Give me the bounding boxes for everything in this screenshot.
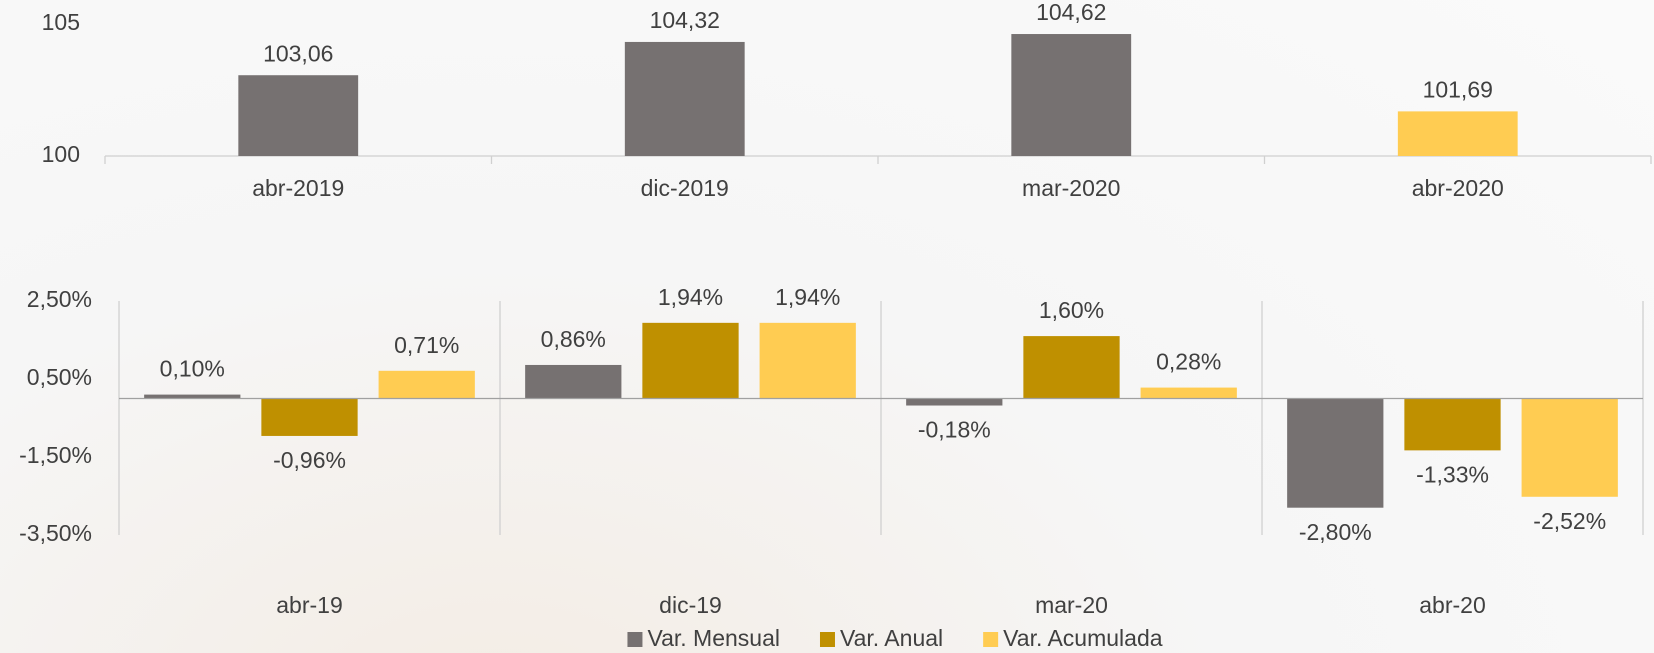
legend-label: Var. Anual (840, 625, 943, 651)
data-label: 1,94% (658, 284, 723, 310)
data-label: -1,33% (1416, 461, 1489, 487)
x-tick-label: dic-19 (659, 592, 722, 618)
bar (525, 364, 622, 399)
bar (624, 41, 745, 157)
data-label: 0,86% (541, 326, 606, 352)
x-tick-label: abr-2019 (252, 175, 344, 201)
y-tick-label: 105 (42, 9, 80, 35)
bar (1023, 336, 1120, 399)
bar (759, 322, 856, 399)
y-tick-label: 0,50% (27, 364, 92, 390)
data-label: 104,32 (650, 7, 720, 33)
legend-swatch (983, 632, 999, 647)
data-label: 1,60% (1039, 297, 1104, 323)
x-tick-label: mar-2020 (1022, 175, 1120, 201)
bar (238, 75, 359, 156)
y-tick-label: 100 (42, 141, 80, 167)
bar (144, 394, 241, 399)
bar (1011, 34, 1132, 157)
data-label: -2,80% (1299, 519, 1372, 545)
legend-swatch (819, 632, 835, 647)
data-label: 104,62 (1036, 0, 1106, 25)
data-label: -0,18% (918, 417, 991, 443)
bar (906, 398, 1003, 406)
data-label: -0,96% (273, 447, 346, 473)
data-label: 101,69 (1423, 76, 1493, 102)
legend-swatch (627, 632, 643, 647)
x-tick-label: abr-20 (1419, 592, 1485, 618)
x-tick-label: abr-19 (276, 592, 342, 618)
data-label: -2,52% (1533, 508, 1606, 534)
y-tick-label: -3,50% (19, 520, 92, 546)
bar (261, 398, 358, 436)
data-label: 0,10% (160, 356, 225, 382)
data-label: 0,71% (394, 332, 459, 358)
y-tick-label: 2,50% (27, 286, 92, 312)
bar (378, 370, 475, 399)
legend-label: Var. Mensual (647, 625, 780, 651)
bar (642, 322, 739, 399)
data-label: 103,06 (263, 40, 333, 66)
bar (1521, 398, 1618, 497)
x-tick-label: mar-20 (1035, 592, 1108, 618)
y-tick-label: -1,50% (19, 442, 92, 468)
bar (1404, 398, 1501, 451)
data-label: 0,28% (1156, 349, 1221, 375)
x-tick-label: dic-2019 (641, 175, 729, 201)
bar (1287, 398, 1384, 508)
data-label: 1,94% (775, 284, 840, 310)
bar (1140, 387, 1237, 399)
x-tick-label: abr-2020 (1412, 175, 1504, 201)
legend-label: Var. Acumulada (1003, 625, 1163, 651)
bar (1397, 111, 1518, 156)
